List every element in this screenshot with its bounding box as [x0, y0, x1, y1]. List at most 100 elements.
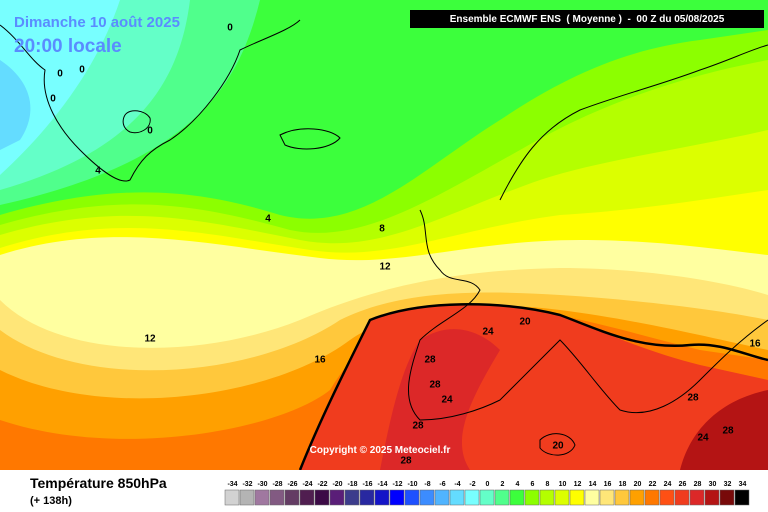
colorbar-label: 0 — [486, 481, 490, 488]
contour-label: 24 — [441, 395, 453, 406]
colorbar-label: -30 — [257, 481, 267, 488]
colorbar-swatch — [734, 489, 750, 506]
contour-label: 0 — [57, 69, 63, 80]
coastline — [499, 44, 768, 201]
colorbar-label: -22 — [317, 481, 327, 488]
colorbar-swatch — [374, 489, 390, 506]
colorbar-label: -34 — [227, 481, 237, 488]
colorbar-label: 32 — [724, 481, 732, 488]
contour-label: 0 — [147, 126, 153, 137]
contour-label: 0 — [79, 65, 85, 76]
colorbar-swatch — [239, 489, 255, 506]
colorbar-swatch — [224, 489, 240, 506]
colorbar-label: 6 — [531, 481, 535, 488]
band — [680, 390, 768, 470]
colorbar-label: -32 — [242, 481, 252, 488]
colorbar-swatch — [479, 489, 495, 506]
colorbar-swatch — [689, 489, 705, 506]
colorbar-label: 18 — [619, 481, 627, 488]
colorbar-label: 20 — [634, 481, 642, 488]
colorbar-swatch — [449, 489, 465, 506]
colorbar-label: -2 — [469, 481, 475, 488]
colorbar-label: -18 — [347, 481, 357, 488]
colorbar-label: -28 — [272, 481, 282, 488]
contour-label: 12 — [379, 262, 391, 273]
contour-label: 28 — [722, 426, 734, 437]
colorbar-swatch — [344, 489, 360, 506]
colorbar-label: -8 — [424, 481, 430, 488]
colorbar: -34 -32 -30 -28 -26 -24 -22 -20 -18 -16 -14 -12 -10-… — [224, 481, 750, 506]
colorbar-swatch — [299, 489, 315, 506]
coastlines — [0, 19, 768, 456]
band — [380, 329, 500, 470]
footer-title: Température 850hPa — [30, 475, 167, 491]
contour-label: 8 — [379, 224, 385, 235]
contour-label: 24 — [482, 327, 494, 338]
colorbar-label: -16 — [362, 481, 372, 488]
colorbar-swatch — [659, 489, 675, 506]
contour-label: 4 — [95, 166, 101, 177]
colorbar-swatch — [569, 489, 585, 506]
contour-label: 28 — [687, 393, 699, 404]
model-title: Ensemble ECMWF ENS ( Moyenne ) - 00 Z du… — [450, 14, 725, 25]
colorbar-swatch — [644, 489, 660, 506]
colorbar-swatch — [464, 489, 480, 506]
colorbar-label: 26 — [679, 481, 687, 488]
contour-label: 0 — [227, 23, 233, 34]
colorbar-label: -6 — [439, 481, 445, 488]
colorbar-swatch — [719, 489, 735, 506]
colorbar-label: -14 — [377, 481, 387, 488]
colorbar-swatch — [674, 489, 690, 506]
contour-label: 28 — [400, 456, 412, 467]
colorbar-swatch — [704, 489, 720, 506]
contour-label: 20 — [519, 317, 531, 328]
colorbar-swatch — [284, 489, 300, 506]
colorbar-swatch — [554, 489, 570, 506]
colorbar-label: 28 — [694, 481, 702, 488]
contour-label: 12 — [144, 334, 156, 345]
colorbar-swatch — [524, 489, 540, 506]
colorbar-swatch — [599, 489, 615, 506]
colorbar-label: 30 — [709, 481, 717, 488]
model-banner — [410, 10, 764, 28]
colorbar-label: -26 — [287, 481, 297, 488]
colorbar-label: 34 — [739, 481, 747, 488]
colorbar-label: 24 — [664, 481, 672, 488]
lead-time: (+ 138h) — [30, 495, 72, 507]
colorbar-swatch — [584, 489, 600, 506]
colorbar-label: 14 — [589, 481, 597, 488]
contour-label: 24 — [697, 433, 709, 444]
colorbar-label: 8 — [546, 481, 550, 488]
colorbar-label: -12 — [392, 481, 402, 488]
contour-label: 4 — [265, 214, 271, 225]
colorbar-label: 12 — [574, 481, 582, 488]
colorbar-swatch — [314, 489, 330, 506]
colorbar-swatch — [509, 489, 525, 506]
colorbar-swatch — [269, 489, 285, 506]
coastline — [122, 110, 151, 134]
colorbar-label: 2 — [501, 481, 505, 488]
isotherm — [298, 303, 768, 471]
colorbar-label: -10 — [407, 481, 417, 488]
date: Dimanche 10 août 2025 — [14, 14, 180, 31]
colorbar-swatch — [359, 489, 375, 506]
copyright: Copyright © 2025 Meteociel.fr — [310, 445, 451, 456]
colorbar-label: -24 — [302, 481, 312, 488]
coastline — [279, 128, 341, 150]
contour-label: 28 — [412, 421, 424, 432]
colorbar-label: 4 — [516, 481, 520, 488]
colorbar-swatch — [629, 489, 645, 506]
colorbar-swatch — [614, 489, 630, 506]
colorbar-label: 22 — [649, 481, 657, 488]
colorbar-swatch — [539, 489, 555, 506]
colorbar-swatch — [494, 489, 510, 506]
colorbar-swatch — [419, 489, 435, 506]
colorbar-swatch — [404, 489, 420, 506]
colorbar-label: 16 — [604, 481, 612, 488]
contour-label: 28 — [429, 380, 441, 391]
colorbar-swatch — [434, 489, 450, 506]
contour-label: 0 — [50, 94, 56, 105]
coastline — [407, 209, 768, 421]
